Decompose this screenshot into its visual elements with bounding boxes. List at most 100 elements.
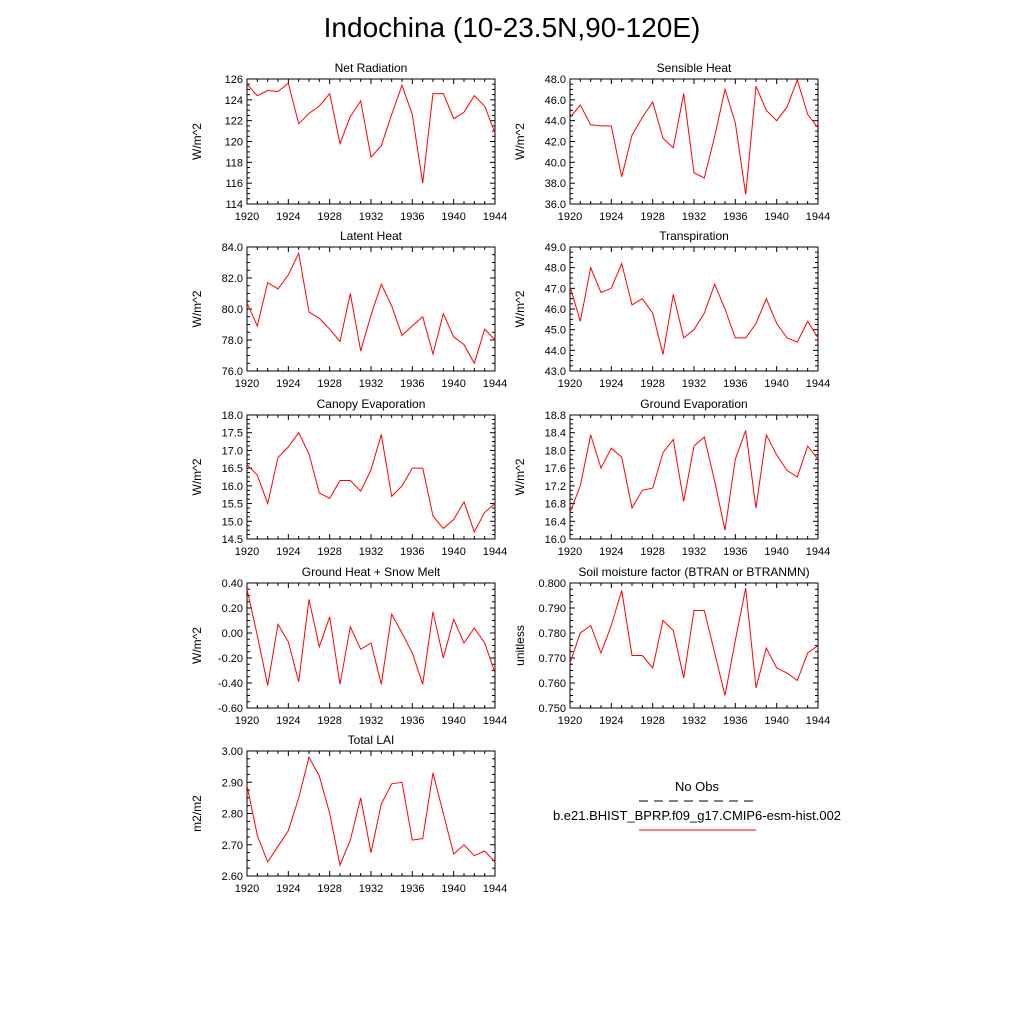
x-tick-label: 1932 [359,546,383,558]
plot-frame [569,582,819,709]
y-tick-label: 15.0 [222,516,243,528]
x-tick-label: 1924 [599,378,623,390]
y-tick-label: 0.800 [538,578,566,590]
x-tick-label: 1920 [235,546,259,558]
plot-frame [246,246,496,372]
x-tick-label: 1944 [806,211,830,223]
x-tick-label: 1936 [400,211,424,223]
x-tick-label: 1940 [441,883,465,895]
x-tick-label: 1932 [359,883,383,895]
x-tick-label: 1932 [359,715,383,727]
x-tick-label: 1932 [359,378,383,390]
y-tick-label: 18.0 [545,445,566,457]
series-line [569,261,819,355]
y-tick-label: 120 [225,137,243,149]
y-axis-label: m2/m2 [190,795,204,832]
x-tick-label: 1940 [441,211,465,223]
panel-3: 1920 1924 1928 1932 1936 1940 1944 76.0 78.0 80.0… [190,229,507,390]
y-tick-label: 36.0 [545,199,566,211]
x-tick-label: 1940 [764,546,788,558]
x-tick-label: 1920 [558,211,582,223]
y-axis-label: W/m^2 [513,123,527,160]
y-tick-label: 16.5 [222,463,243,475]
y-axis-label: unitless [513,625,527,666]
x-tick-label: 1924 [599,211,623,223]
y-tick-label: 17.6 [545,463,566,475]
y-axis-label: W/m^2 [190,290,204,327]
x-tick-label: 1944 [806,715,830,727]
y-tick-label: 118 [225,157,243,169]
x-tick-label: 1928 [317,211,341,223]
x-tick-label: 1936 [723,378,747,390]
x-tick-label: 1944 [483,883,507,895]
panel-title: Latent Heat [340,229,403,243]
x-tick-label: 1928 [640,715,664,727]
x-tick-label: 1932 [682,715,706,727]
y-tick-label: 17.5 [222,428,243,440]
legend-obs-label: No Obs [675,779,720,794]
x-tick-label: 1924 [276,546,300,558]
x-tick-label: 1944 [483,378,507,390]
series-line [246,431,496,534]
series-line [569,430,819,531]
y-axis-label: W/m^2 [513,458,527,495]
plot-frame [569,414,819,540]
y-tick-label: 0.760 [538,678,566,690]
panel-title: Canopy Evaporation [317,397,426,411]
x-tick-label: 1928 [640,546,664,558]
panel-4: 1920 1924 1928 1932 1936 1940 1944 43.0 44.0 45.0… [513,229,830,390]
x-tick-label: 1936 [400,883,424,895]
x-tick-label: 1932 [359,211,383,223]
x-tick-label: 1928 [640,378,664,390]
legend: No Obs b.e21.BHIST_BPRP.f09_g17.CMIP6-esm… [553,779,841,831]
y-tick-label: 18.4 [545,428,566,440]
panel-7: 1920 1924 1928 1932 1936 1940 1944 -0.60 -0.40 -0… [190,565,507,727]
x-tick-label: 1928 [317,883,341,895]
y-tick-label: 2.70 [222,840,243,852]
x-tick-label: 1928 [317,715,341,727]
x-tick-label: 1944 [806,546,830,558]
x-tick-label: 1932 [682,211,706,223]
y-tick-label: 17.0 [222,445,243,457]
panel-title: Soil moisture factor (BTRAN or BTRANMN) [578,565,809,579]
y-tick-label: 38.0 [545,178,566,190]
plot-frame [246,78,496,205]
x-tick-label: 1936 [723,546,747,558]
x-tick-label: 1920 [235,883,259,895]
x-tick-label: 1924 [276,715,300,727]
y-tick-label: 15.5 [222,499,243,511]
x-tick-label: 1920 [558,378,582,390]
panel-title: Net Radiation [335,61,408,75]
x-tick-label: 1920 [235,211,259,223]
x-tick-label: 1924 [599,546,623,558]
y-tick-label: 16.0 [222,481,243,493]
y-tick-label: 124 [225,95,243,107]
y-tick-label: 42.0 [545,137,566,149]
x-tick-label: 1944 [806,378,830,390]
plot-frame [246,750,496,877]
x-tick-label: 1920 [558,546,582,558]
panel-title: Sensible Heat [657,61,732,75]
x-tick-label: 1928 [640,211,664,223]
panel-9: 1920 1924 1928 1932 1936 1940 1944 2.60 2.70 2.80… [190,733,507,895]
y-tick-label: 116 [225,178,243,190]
y-tick-label: 82.0 [222,273,243,285]
y-tick-label: -0.60 [218,703,243,715]
x-tick-label: 1940 [441,546,465,558]
legend-model-label: b.e21.BHIST_BPRP.f09_g17.CMIP6-esm-hist.… [553,808,841,823]
y-tick-label: 2.60 [222,871,243,883]
series-line [569,587,819,696]
y-axis-label: W/m^2 [190,627,204,664]
panel-title: Ground Evaporation [640,397,747,411]
panel-5: 1920 1924 1928 1932 1936 1940 1944 14.5 15.0 15.5… [190,397,507,558]
x-tick-label: 1932 [682,378,706,390]
y-tick-label: 0.790 [538,603,566,615]
y-tick-label: -0.40 [218,678,243,690]
y-tick-label: 18.8 [545,410,566,422]
x-tick-label: 1940 [441,715,465,727]
y-tick-label: 43.0 [545,366,566,378]
series-line [246,755,496,867]
y-axis-label: W/m^2 [190,123,204,160]
y-tick-label: 44.0 [545,345,566,357]
